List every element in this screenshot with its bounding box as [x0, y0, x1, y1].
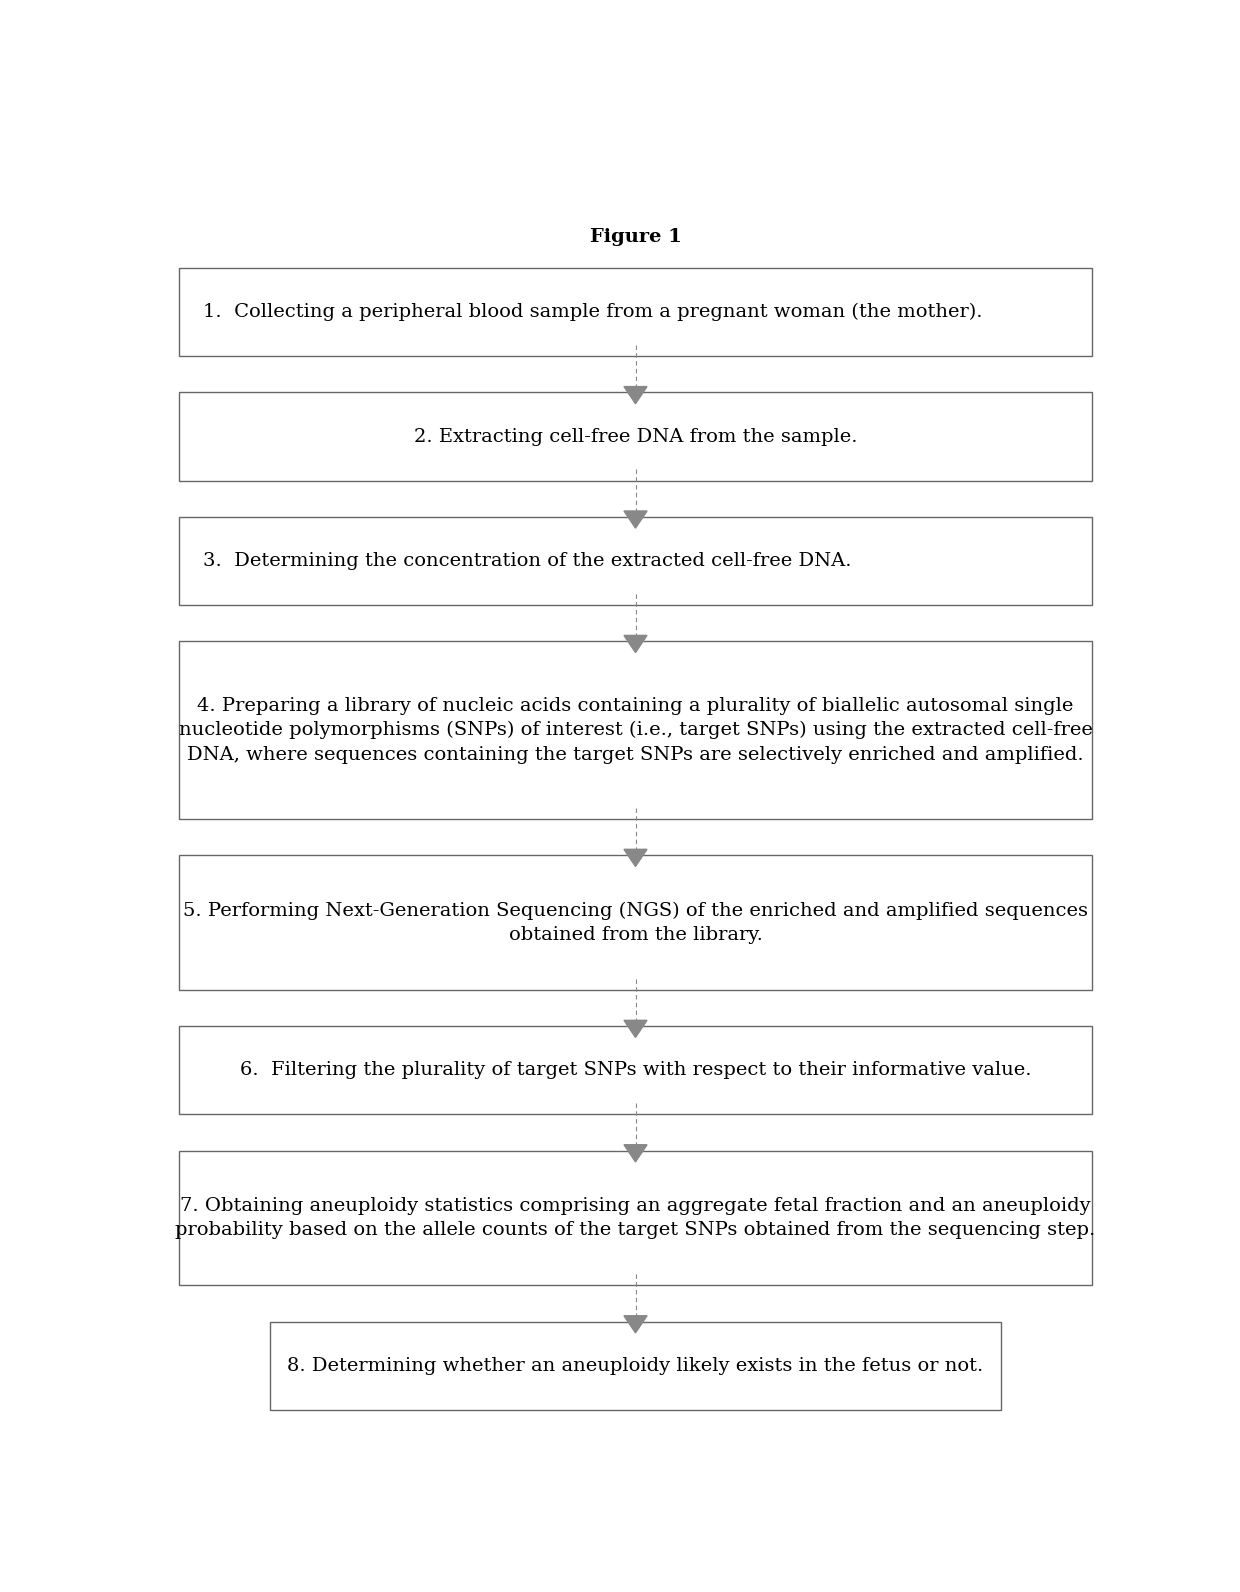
Text: 8. Determining whether an aneuploidy likely exists in the fetus or not.: 8. Determining whether an aneuploidy lik… — [288, 1356, 983, 1375]
Text: 2. Extracting cell-free DNA from the sample.: 2. Extracting cell-free DNA from the sam… — [414, 428, 857, 446]
Bar — [179, 1027, 1092, 1114]
Bar — [179, 855, 1092, 990]
Polygon shape — [624, 1315, 647, 1333]
Text: 3.  Determining the concentration of the extracted cell-free DNA.: 3. Determining the concentration of the … — [203, 552, 852, 570]
Bar — [179, 1151, 1092, 1285]
Polygon shape — [624, 849, 647, 866]
Bar — [179, 267, 1092, 357]
Polygon shape — [624, 387, 647, 404]
Bar — [179, 392, 1092, 481]
Bar — [270, 1321, 1001, 1411]
Text: 1.  Collecting a peripheral blood sample from a pregnant woman (the mother).: 1. Collecting a peripheral blood sample … — [203, 302, 982, 322]
Bar — [179, 517, 1092, 605]
Text: 6.  Filtering the plurality of target SNPs with respect to their informative val: 6. Filtering the plurality of target SNP… — [239, 1062, 1032, 1079]
Polygon shape — [624, 1145, 647, 1162]
Text: 7. Obtaining aneuploidy statistics comprising an aggregate fetal fraction and an: 7. Obtaining aneuploidy statistics compr… — [175, 1197, 1096, 1239]
Polygon shape — [624, 635, 647, 653]
Polygon shape — [624, 1020, 647, 1038]
Text: Figure 1: Figure 1 — [589, 228, 682, 245]
Text: 4. Preparing a library of nucleic acids containing a plurality of biallelic auto: 4. Preparing a library of nucleic acids … — [179, 697, 1092, 764]
Polygon shape — [624, 511, 647, 529]
Text: 5. Performing Next-Generation Sequencing (NGS) of the enriched and amplified seq: 5. Performing Next-Generation Sequencing… — [184, 901, 1087, 944]
Bar — [179, 642, 1092, 818]
